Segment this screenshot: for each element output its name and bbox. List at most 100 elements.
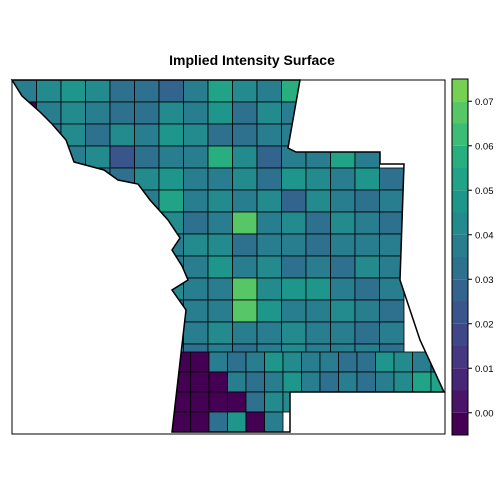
heatmap-cell — [183, 233, 209, 257]
heatmap-cell — [134, 167, 160, 191]
heatmap-cell — [183, 80, 209, 103]
heatmap-cell — [171, 411, 191, 432]
heatmap-cell — [232, 277, 258, 301]
heatmap-cell — [232, 299, 258, 323]
heatmap-cell — [305, 255, 331, 279]
heatmap-cell — [134, 321, 160, 345]
heatmap-cell — [281, 123, 307, 147]
heatmap-cell — [208, 391, 228, 413]
heatmap-cell — [330, 321, 356, 345]
heatmap-cell — [207, 167, 233, 191]
colorbar-swatch — [452, 212, 468, 235]
heatmap-cell — [227, 411, 247, 432]
colorbar-swatch — [452, 390, 468, 413]
heatmap-cell — [330, 189, 356, 213]
heatmap-cell — [264, 391, 284, 413]
heatmap-cell — [85, 233, 111, 257]
heatmap-cell — [256, 123, 282, 147]
heatmap-cell — [134, 211, 160, 235]
heatmap-cell — [256, 233, 282, 257]
heatmap-cell — [207, 101, 233, 125]
heatmap-cell — [330, 233, 356, 257]
heatmap-cell — [256, 80, 282, 103]
heatmap-cell — [305, 211, 331, 235]
heatmap-cell — [36, 233, 62, 257]
heatmap-cell — [36, 145, 62, 169]
heatmap-cell — [301, 391, 321, 413]
heatmap-cell — [134, 277, 160, 301]
heatmap-cell — [158, 145, 184, 169]
heatmap-cell — [281, 255, 307, 279]
colorbar-swatch — [452, 301, 468, 324]
heatmap-cell — [171, 371, 191, 393]
heatmap-cell — [354, 145, 380, 169]
heatmap-cell — [305, 145, 331, 169]
heatmap-cell — [36, 80, 62, 103]
heatmap-cell — [319, 351, 339, 373]
heatmap-cell — [227, 391, 247, 413]
heatmap-cell — [183, 101, 209, 125]
heatmap-cell — [109, 145, 135, 169]
heatmap-cell — [354, 211, 380, 235]
heatmap-cell — [60, 80, 86, 103]
heatmap-cell — [158, 167, 184, 191]
heatmap-cell — [430, 371, 444, 393]
heatmap-cell — [85, 101, 111, 125]
colorbar-legend: 0.00 0.01 0.02 0.03 0.04 0.05 0.06 0.07 — [451, 78, 494, 436]
heatmap-cell — [232, 211, 258, 235]
heatmap-cell — [281, 299, 307, 323]
heatmap-cell — [281, 277, 307, 301]
heatmap-cell — [354, 189, 380, 213]
heatmap-cell — [356, 351, 376, 373]
colorbar-swatch — [452, 323, 468, 346]
heatmap-cell — [109, 277, 135, 301]
heatmap-cell — [183, 321, 209, 345]
heatmap-cell — [375, 371, 395, 393]
heatmap-cell — [245, 411, 265, 432]
heatmap-cell — [208, 351, 228, 373]
heatmap-cell — [379, 321, 405, 345]
heatmap-cell — [207, 255, 233, 279]
heatmap-cell — [134, 80, 160, 103]
heatmap-cell — [232, 101, 258, 125]
heatmap-cell — [232, 233, 258, 257]
heatmap-cell — [245, 391, 265, 413]
heatmap-cell — [158, 123, 184, 147]
heatmap-cell — [158, 299, 184, 323]
heatmap-cell — [256, 167, 282, 191]
heatmap-cell — [85, 80, 111, 103]
heatmap-cell — [134, 123, 160, 147]
heatmap-cell — [227, 371, 247, 393]
heatmap-cell — [183, 189, 209, 213]
heatmap-cell — [379, 189, 405, 213]
heatmap-cell — [207, 189, 233, 213]
heatmap-cell — [183, 123, 209, 147]
heatmap-cell — [305, 233, 331, 257]
heatmap-cell — [281, 80, 307, 103]
heatmap-cell — [207, 80, 233, 103]
heatmap-cell — [60, 255, 86, 279]
heatmap-cell — [354, 299, 380, 323]
colorbar-swatch — [452, 101, 468, 124]
heatmap-cell — [232, 189, 258, 213]
heatmap-cell — [36, 123, 62, 147]
heatmap-cell — [245, 351, 265, 373]
heatmap-cell — [256, 277, 282, 301]
colorbar-tick-label: 0.04 — [475, 230, 494, 241]
heatmap-cell — [60, 189, 86, 213]
colorbar-swatch — [452, 412, 468, 435]
heatmap-cell — [305, 321, 331, 345]
heatmap-cell — [354, 255, 380, 279]
heatmap-cell — [109, 189, 135, 213]
colorbar-tick-label: 0.02 — [475, 319, 494, 330]
heatmap-cell — [190, 351, 210, 373]
heatmap-cell — [393, 371, 413, 393]
heatmap-cell — [264, 351, 284, 373]
plot-frame — [11, 79, 446, 435]
colorbar-swatch — [452, 168, 468, 191]
heatmap-cell — [282, 351, 302, 373]
heatmap-cell — [85, 277, 111, 301]
heatmap-cell — [281, 211, 307, 235]
heatmap-cell — [183, 255, 209, 279]
